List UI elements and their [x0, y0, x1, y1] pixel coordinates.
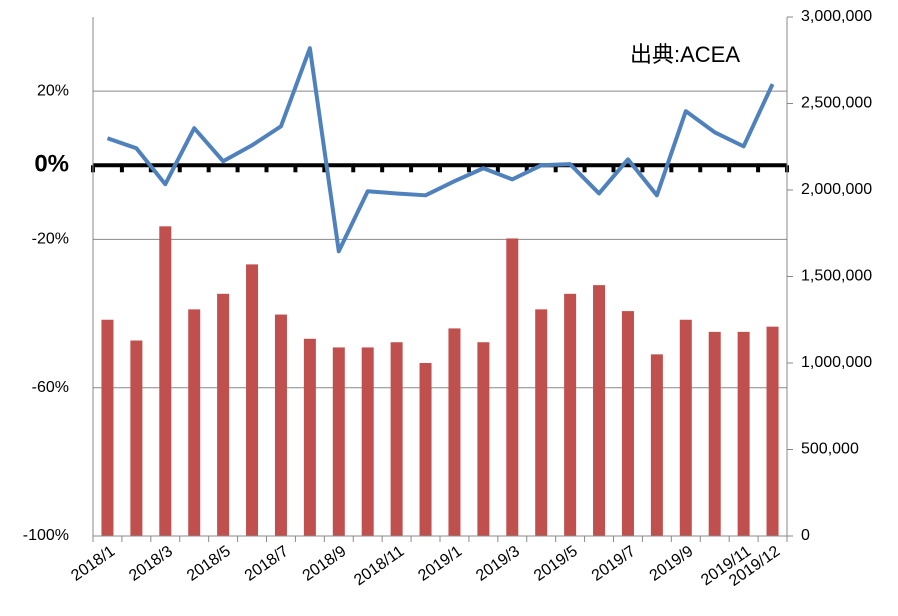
x-tick-label: 2019/9 [647, 543, 697, 585]
bar [506, 238, 519, 536]
y-tick-label: -20% [32, 231, 69, 248]
bar [303, 338, 316, 536]
y2-tick-label: 0 [801, 527, 810, 544]
bar [737, 331, 750, 536]
bar [159, 226, 172, 536]
y-tick-label: 0% [34, 151, 69, 178]
x-tick-label: 2018/1 [68, 543, 118, 585]
y2-tick-label: 2,500,000 [801, 95, 872, 112]
bar [217, 293, 230, 536]
bar [274, 314, 287, 536]
bar [361, 347, 374, 536]
bar [477, 342, 490, 536]
x-tick-label: 2018/7 [242, 543, 292, 585]
y-tick-label: -100% [23, 527, 69, 544]
bar [766, 326, 779, 536]
bar [246, 264, 259, 536]
y2-tick-label: 1,500,000 [801, 268, 872, 285]
y2-tick-label: 500,000 [801, 441, 859, 458]
x-tick-label: 2019/5 [531, 543, 581, 585]
x-tick-label: 2018/9 [300, 543, 350, 585]
y-tick-label: 20% [37, 82, 69, 99]
x-tick-label: 2018/3 [126, 543, 176, 585]
x-tick-label: 2019/1 [415, 543, 465, 585]
annotation: 出典:ACEA [630, 42, 740, 67]
x-tick-label: 2019/7 [589, 543, 639, 585]
y2-tick-label: 2,000,000 [801, 181, 872, 198]
x-tick-label: 2019/3 [473, 543, 523, 585]
y2-tick-label: 3,000,000 [801, 8, 872, 25]
y2-tick-label: 1,000,000 [801, 354, 872, 371]
x-tick-label: 2018/5 [184, 543, 234, 585]
bar [419, 363, 432, 536]
x-tick-label: 2018/11 [351, 543, 407, 589]
bar [621, 311, 634, 536]
bar [650, 354, 663, 536]
bar [332, 347, 345, 536]
line [106, 46, 775, 254]
bar [448, 328, 461, 536]
bar [188, 309, 201, 536]
bar [101, 319, 114, 536]
y-tick-label: -60% [32, 379, 69, 396]
bar [708, 331, 721, 536]
bar [564, 293, 577, 536]
bar [130, 340, 143, 536]
bar [679, 319, 692, 536]
bar [535, 309, 548, 536]
bar [593, 285, 606, 536]
bar [390, 342, 403, 536]
